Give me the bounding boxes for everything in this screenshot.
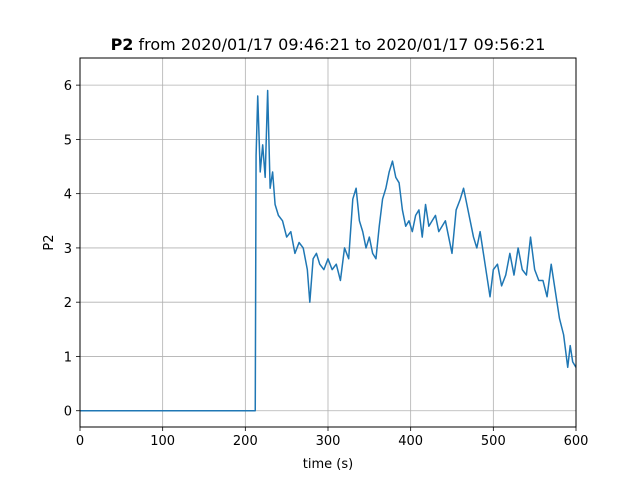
ticks: 0 100 200 300 400 500 600 0 1 2 3 4 5 6 <box>64 79 589 449</box>
x-tick-label: 600 <box>564 434 589 449</box>
chart-title: P2 from 2020/01/17 09:46:21 to 2020/01/1… <box>111 35 546 54</box>
chart-title-rest: from 2020/01/17 09:46:21 to 2020/01/17 0… <box>133 35 545 54</box>
y-axis-label: P2 <box>42 234 57 250</box>
x-tick-label: 300 <box>316 434 341 449</box>
x-tick-label: 400 <box>398 434 423 449</box>
x-tick-label: 0 <box>76 434 84 449</box>
y-tick-label: 3 <box>64 242 72 257</box>
series-layer <box>80 89 576 412</box>
x-axis-label: time (s) <box>303 457 353 472</box>
y-tick-label: 4 <box>64 188 72 203</box>
x-tick-label: 100 <box>150 434 175 449</box>
y-tick-label: 2 <box>64 296 72 311</box>
y-tick-label: 5 <box>64 133 72 148</box>
x-tick-label: 500 <box>481 434 506 449</box>
y-tick-label: 1 <box>64 350 72 365</box>
y-tick-label: 0 <box>64 405 72 420</box>
chart-title-bold: P2 <box>111 35 134 54</box>
grid <box>79 58 577 427</box>
x-tick-label: 200 <box>233 434 258 449</box>
series-line <box>80 89 576 412</box>
y-tick-label: 6 <box>64 79 72 94</box>
